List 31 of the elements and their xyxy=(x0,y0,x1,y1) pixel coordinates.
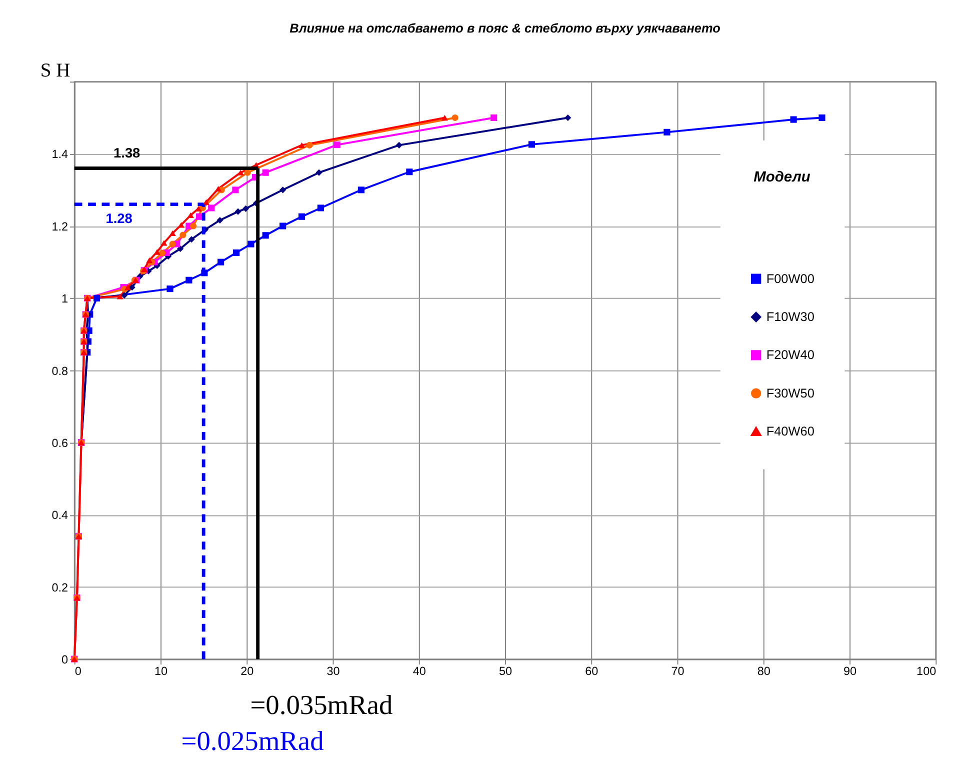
x-tick-label: 100 xyxy=(916,665,937,678)
y-tick-label: 0.2 xyxy=(52,581,68,594)
y-tick-label: 1 xyxy=(61,292,68,306)
x-tick-label: 30 xyxy=(326,665,340,678)
annotation: 1.38 xyxy=(114,145,141,160)
x-tick-label: 0 xyxy=(74,665,82,678)
legend-label: F30W50 xyxy=(766,385,814,400)
y-tick-label: 0 xyxy=(61,653,68,666)
text: =0.035mRad xyxy=(250,690,393,720)
legend-title: Модели xyxy=(754,169,810,186)
y-tick-label: 0.4 xyxy=(52,509,68,522)
y-tick-label: 1.2 xyxy=(52,220,68,234)
x-tick-label: 20 xyxy=(240,665,254,678)
legend-label: F20W40 xyxy=(766,347,814,362)
y-tick-label: 0.8 xyxy=(52,364,68,378)
x-tick-label: 90 xyxy=(843,665,858,678)
y-axis-title: S H xyxy=(40,60,70,82)
x-tick-label: 60 xyxy=(585,665,599,678)
x-tick-label: 80 xyxy=(757,665,771,678)
x-tick-label: 50 xyxy=(498,665,513,678)
legend-label: F40W60 xyxy=(766,423,814,438)
x-tick-label: 10 xyxy=(154,665,168,678)
y-tick-label: 0.6 xyxy=(52,436,68,450)
chart-title: Влияние на отслабването в пояс & стеблото върху уякчаването xyxy=(290,20,721,36)
annotation: 1.28 xyxy=(106,210,133,226)
x-tick-label: 40 xyxy=(412,665,426,678)
legend-label: F10W30 xyxy=(766,308,814,324)
text: =0.025mRad xyxy=(181,726,324,756)
y-tick-label: 1.4 xyxy=(52,148,68,162)
x-tick-label: 70 xyxy=(671,665,685,678)
legend-label: F00W00 xyxy=(766,270,814,286)
